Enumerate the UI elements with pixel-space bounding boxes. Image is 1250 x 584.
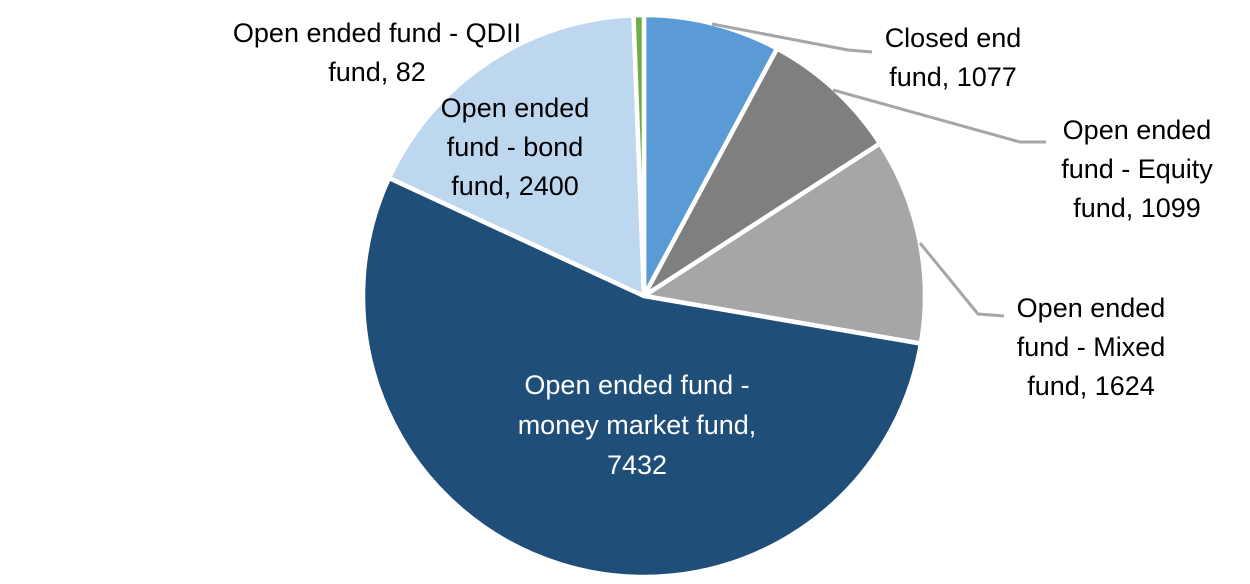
pie-slice-mixed-fund xyxy=(641,141,928,346)
pie-label-qdii-fund: Open ended fund - QDII fund, 82 xyxy=(232,18,522,87)
leader-line-mixed-fund xyxy=(918,242,1005,318)
pie-label-bond-fund: Open ended fund - bond fund, 2400 xyxy=(440,93,590,201)
pie-label-money-market-fund: Open ended fund - money market fund, 743… xyxy=(517,370,757,480)
pie-label-closed-end-fund: Closed end fund, 1077 xyxy=(884,23,1022,92)
pie-slice-money-market-fund xyxy=(360,175,924,580)
pie-slice-bond-fund xyxy=(386,12,647,299)
pie-label-mixed-fund: Open ended fund - Mixed fund, 1624 xyxy=(1016,293,1166,401)
pie-slice-qdii-fund xyxy=(631,12,647,299)
leader-line-equity-fund xyxy=(832,88,1046,144)
pie-label-equity-fund: Open ended fund - Equity fund, 1099 xyxy=(1061,115,1213,223)
leader-line-closed-end-fund xyxy=(711,22,873,54)
